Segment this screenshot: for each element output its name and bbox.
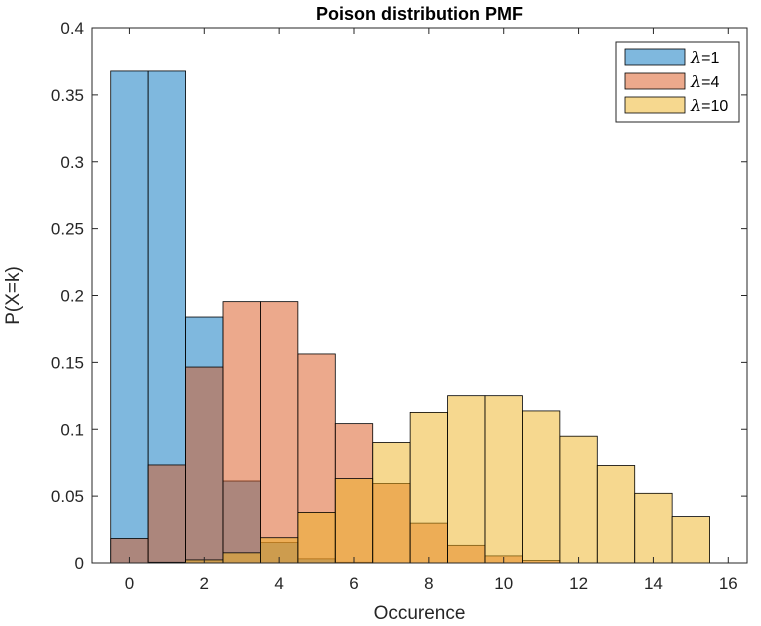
x-tick-label: 12 [569,574,588,593]
x-tick-label: 8 [424,574,433,593]
y-tick-label: 0.3 [60,153,84,172]
y-tick-label: 0.4 [60,19,84,38]
x-tick-label: 2 [200,574,209,593]
x-tick-label: 4 [274,574,283,593]
bar-series2-k1 [147,464,186,564]
legend-label-2: λ=4 [690,72,719,91]
y-tick-label: 0.2 [60,287,84,306]
x-tick-label: 6 [349,574,358,593]
y-tick-label: 0.15 [51,353,84,372]
bars-layer [110,70,710,564]
bar-series3-k3 [222,552,261,564]
legend-entries: λ=1 λ=4 λ=10 [624,48,728,115]
legend-swatch-3 [624,96,686,114]
legend: λ=1 λ=4 λ=10 [615,41,740,123]
bar-series3-k15 [671,516,710,564]
bar-series3-k7 [372,442,411,564]
x-tick-label: 16 [719,574,738,593]
bar-series3-k14 [634,492,673,564]
y-tick-label: 0.1 [60,420,84,439]
x-axis-label: Occurence [374,603,466,624]
bar-series3-k10 [484,395,523,564]
legend-swatch-2 [624,72,686,90]
bar-series3-k6 [334,478,374,564]
bar-series1-k0 [110,70,149,564]
legend-label-3: λ=10 [690,96,728,115]
bar-series3-k5 [297,512,336,564]
bar-series3-k12 [559,435,598,564]
y-tick-label: 0.25 [51,220,84,239]
x-tick-label: 10 [494,574,513,593]
bar-series3-k9 [447,395,486,564]
y-tick-label: 0.35 [51,86,84,105]
legend-swatch-1 [624,48,686,66]
bar-series2-k4 [260,301,299,564]
chart-title: Poison distribution PMF [316,4,523,24]
bar-series3-k8 [409,411,448,564]
x-tick-label: 14 [644,574,663,593]
bar-series3-k13 [596,465,636,564]
x-tick-label: 0 [125,574,134,593]
legend-label-1: λ=1 [690,48,719,67]
bar-series3-k11 [522,410,561,564]
y-axis-label: P(X=k) [3,266,24,325]
y-tick-label: 0 [75,554,84,573]
bar-series2-k3 [222,301,261,564]
ticks-layer: 0 2 4 6 8 10 12 14 16 0 0.05 0.1 0.15 0.2 0.25 0.3 0.35 0… [51,19,747,593]
y-tick-label: 0.05 [51,487,84,506]
bar-series2-k2 [185,366,224,564]
